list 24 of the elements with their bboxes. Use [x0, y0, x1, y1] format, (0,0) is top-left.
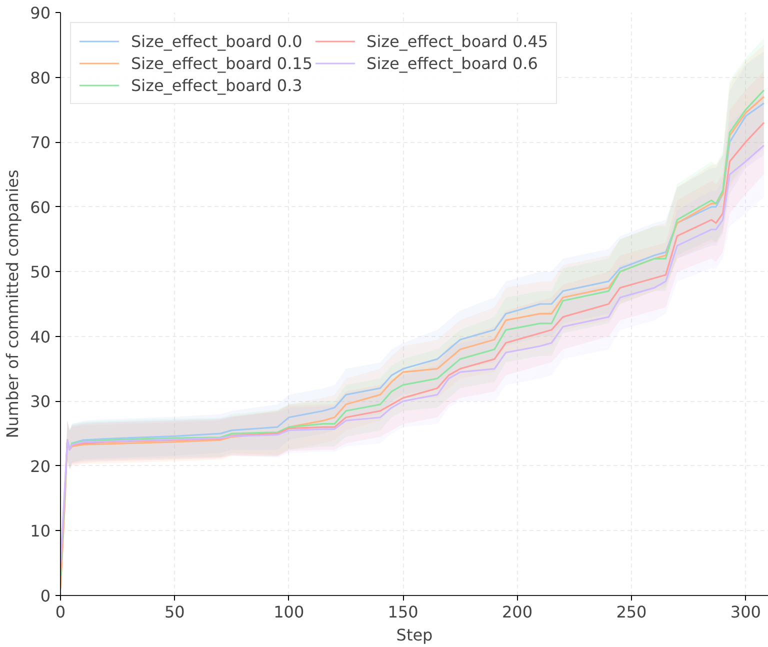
y-tick-label: 20 — [30, 456, 50, 476]
y-tick-label: 50 — [30, 262, 50, 282]
y-tick-label: 10 — [30, 522, 50, 541]
x-tick-label: 50 — [164, 602, 185, 622]
legend-label: Size_effect_board 0.3 — [131, 76, 302, 94]
x-axis-title: Step — [396, 626, 433, 644]
y-tick-label: 30 — [30, 392, 50, 412]
legend-label: Size_effect_board 0.0 — [131, 32, 302, 50]
y-tick-label: 0 — [40, 586, 51, 606]
y-tick-label: 90 — [30, 4, 50, 22]
x-tick-label: 250 — [616, 602, 647, 622]
legend-label: Size_effect_board 0.45 — [366, 32, 548, 50]
x-tick-label: 200 — [502, 602, 533, 622]
legend-label: Size_effect_board 0.15 — [131, 54, 313, 72]
x-tick-label: 150 — [388, 602, 418, 622]
legend-label: Size_effect_board 0.6 — [366, 54, 538, 72]
y-tick-label: 70 — [30, 133, 50, 152]
x-tick-label: 300 — [730, 602, 761, 622]
y-tick-label: 80 — [30, 68, 50, 88]
x-tick-label: 0 — [55, 602, 66, 622]
y-tick-label: 40 — [30, 327, 50, 346]
y-tick-label: 60 — [30, 198, 50, 217]
y-axis-title: Number of committed companies — [3, 170, 22, 438]
x-tick-label: 100 — [274, 602, 304, 622]
